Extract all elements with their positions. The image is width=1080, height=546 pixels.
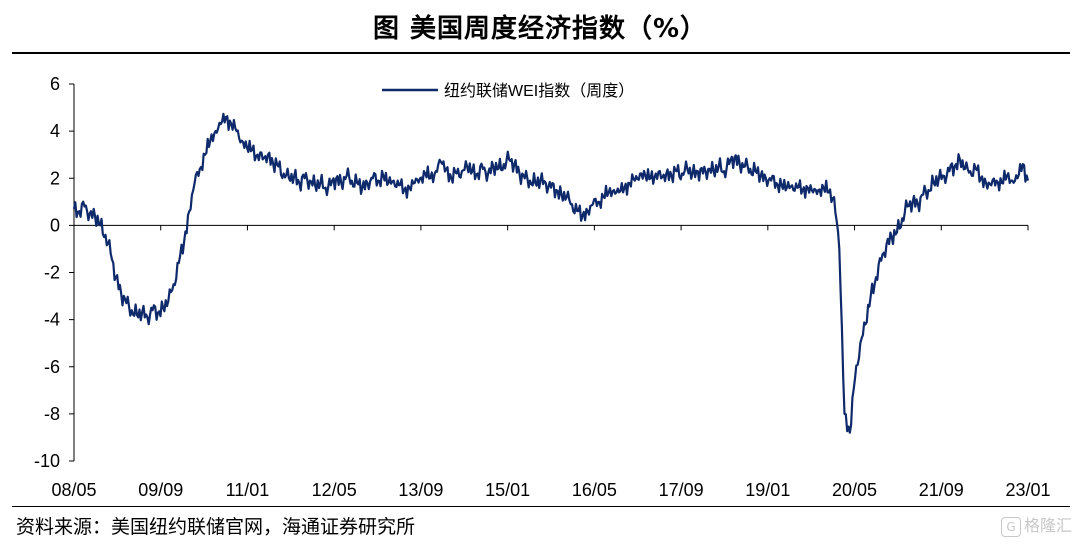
x-tick-label: 20/05 xyxy=(832,480,877,500)
title-divider xyxy=(12,52,1070,54)
x-tick-label: 12/05 xyxy=(312,480,357,500)
y-tick-label: -6 xyxy=(44,357,60,377)
x-tick-label: 16/05 xyxy=(572,480,617,500)
line-chart: 6 4 2 0 -2 -4 -6 -8 -10 08/05 09/09 11/01 12/05 13/0… xyxy=(34,74,1051,500)
y-tick-label: -10 xyxy=(34,451,60,471)
source-divider xyxy=(12,506,1070,507)
chart-title: 图 美国周度经济指数（%） xyxy=(372,14,708,44)
series-group xyxy=(72,112,1030,434)
y-tick-label: 2 xyxy=(50,168,60,188)
y-axis: 6 4 2 0 -2 -4 -6 -8 -10 xyxy=(34,74,75,471)
legend: 纽约联储WEI指数（周度） xyxy=(382,82,634,100)
watermark-logo-icon: G xyxy=(1000,516,1021,537)
x-tick-label: 19/01 xyxy=(745,480,790,500)
legend-label: 纽约联储WEI指数（周度） xyxy=(444,82,634,100)
x-tick-label: 09/09 xyxy=(138,480,183,500)
x-tick-label: 15/01 xyxy=(485,480,530,500)
watermark-text: 格隆汇 xyxy=(1023,516,1072,535)
x-tick-label: 13/09 xyxy=(398,480,443,500)
source-note: 资料来源：美国纽约联储官网，海通证券研究所 xyxy=(16,516,416,538)
y-tick-label: 6 xyxy=(50,74,60,94)
x-tick-label: 17/09 xyxy=(659,480,704,500)
x-tick-label: 23/01 xyxy=(1005,480,1050,500)
x-tick-label: 11/01 xyxy=(226,480,270,500)
series-line-wei xyxy=(72,112,1030,434)
y-tick-label: -4 xyxy=(44,310,60,330)
x-axis: 08/05 09/09 11/01 12/05 13/09 15/01 16/05 17/09… xyxy=(51,224,1051,500)
y-tick-label: -2 xyxy=(44,263,60,283)
y-tick-label: 4 xyxy=(50,121,60,141)
x-tick-label: 21/09 xyxy=(919,480,964,500)
y-tick-label: 0 xyxy=(50,215,60,235)
x-tick-label: 08/05 xyxy=(51,480,96,500)
y-tick-label: -8 xyxy=(44,404,60,424)
watermark: G 格隆汇 xyxy=(1000,512,1072,537)
